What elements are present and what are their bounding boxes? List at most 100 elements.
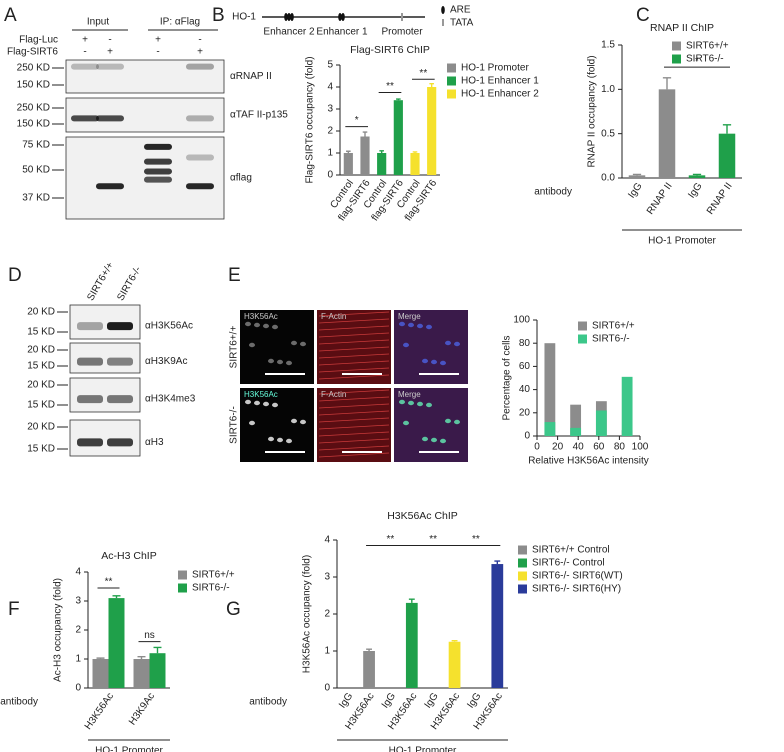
marker-label: 50 KD xyxy=(22,165,50,176)
legend-label: SIRT6-/- SIRT6(HY) xyxy=(532,584,621,595)
legend-label: SIRT6-/- xyxy=(592,334,630,345)
marker-label: 75 KD xyxy=(22,140,50,151)
nucleus xyxy=(268,436,274,442)
y-tick-label: 1.5 xyxy=(601,40,615,51)
error-bar xyxy=(362,131,368,137)
marker-label: 15 KD xyxy=(27,327,55,338)
nucleus xyxy=(291,418,297,424)
y-tick-label: 2 xyxy=(75,625,81,636)
blot-band xyxy=(107,322,133,331)
y-axis-label: H3K56Ac occupancy (fold) xyxy=(302,555,313,673)
nucleus xyxy=(268,358,274,364)
significance: ** xyxy=(105,577,113,588)
blot-band xyxy=(144,168,172,175)
y-tick-label: 0 xyxy=(324,683,330,694)
tata-site xyxy=(401,13,403,21)
bar xyxy=(570,427,582,436)
chart-title: RNAP II ChIP xyxy=(650,22,714,34)
legend-label: HO-1 Enhancer 1 xyxy=(461,76,539,87)
error-bar xyxy=(96,657,105,659)
error-bar xyxy=(412,151,418,153)
blot-band xyxy=(186,183,214,190)
nucleus xyxy=(431,437,437,443)
panel-label: E xyxy=(228,265,241,286)
nucleus xyxy=(445,340,451,346)
marker-label: 250 KD xyxy=(17,63,50,74)
legend-swatch xyxy=(578,334,587,344)
fiber xyxy=(318,424,390,430)
are-site xyxy=(290,13,294,21)
marker-label: 250 KD xyxy=(17,103,50,114)
antibody-label: αH3K4me3 xyxy=(145,394,196,405)
nucleus xyxy=(454,419,460,425)
bar xyxy=(544,422,556,436)
y-tick-label: 4 xyxy=(75,567,81,578)
lane-mark: + xyxy=(155,35,161,46)
significance: ** xyxy=(429,534,437,545)
x-tick-label: IgG xyxy=(423,691,441,711)
error-bar xyxy=(366,648,373,651)
blot-band xyxy=(186,115,214,122)
blot-header: Input xyxy=(87,17,109,28)
fiber xyxy=(318,403,390,409)
fiber xyxy=(318,438,390,444)
antibody-label: αRNAP II xyxy=(230,71,272,82)
bar xyxy=(377,153,387,175)
y-tick-label: 0.5 xyxy=(601,128,615,139)
blot-band xyxy=(77,395,103,404)
fiber xyxy=(318,346,390,352)
nucleus xyxy=(300,419,306,425)
x-tick-label: 100 xyxy=(632,442,649,453)
are-site xyxy=(287,13,291,21)
panel-label: B xyxy=(212,5,225,26)
nucleus xyxy=(254,400,260,406)
bar xyxy=(343,153,353,175)
fiber xyxy=(318,417,390,423)
bar xyxy=(658,89,676,178)
blot-band xyxy=(186,63,214,70)
nucleus xyxy=(408,322,414,328)
channel-label: Merge xyxy=(398,390,421,399)
panel-label: F xyxy=(8,599,20,620)
nucleus xyxy=(426,402,432,408)
nucleus xyxy=(417,323,423,329)
marker-label: 15 KD xyxy=(27,400,55,411)
y-axis-label: RNAP II occupancy (fold) xyxy=(587,55,598,167)
x-tick-label: 20 xyxy=(552,442,564,453)
legend-label: HO-1 Enhancer 2 xyxy=(461,89,539,100)
region-label: Promoter xyxy=(381,27,423,38)
antibody-label: αH3K56Ac xyxy=(145,321,193,332)
marker-label: 20 KD xyxy=(27,345,55,356)
marker-label: 20 KD xyxy=(27,380,55,391)
y-axis-label: Flag-SIRT6 occupancy (fold) xyxy=(305,56,316,183)
group-label: HO-1 Promoter xyxy=(389,746,457,752)
region-label: Enhancer 2 xyxy=(263,27,315,38)
region-label: Enhancer 1 xyxy=(316,27,368,38)
nucleus xyxy=(277,437,283,443)
lane-mark: + xyxy=(107,47,113,58)
legend-swatch xyxy=(518,584,527,594)
error-bar xyxy=(722,124,732,134)
error-bar xyxy=(153,646,162,654)
y-tick-label: 1 xyxy=(327,148,333,159)
fiber xyxy=(318,410,390,416)
y-tick-label: 3 xyxy=(327,104,333,115)
nucleus xyxy=(445,418,451,424)
y-tick-label: 0 xyxy=(327,170,333,181)
group-label: HO-1 Promoter xyxy=(95,746,163,752)
y-axis-label: Percentage of cells xyxy=(502,335,513,420)
nucleus xyxy=(249,342,255,348)
axis-caption: antibody xyxy=(249,697,287,708)
blot-band xyxy=(144,176,172,183)
blot-strip xyxy=(69,419,141,457)
error-bar xyxy=(632,173,642,176)
blot-strip xyxy=(65,97,225,133)
fiber xyxy=(318,311,390,317)
legend-swatch xyxy=(178,570,187,580)
significance: ** xyxy=(472,534,480,545)
bar xyxy=(491,564,504,688)
antibody-label: αTAF II-p135 xyxy=(230,110,288,121)
x-tick-label: 60 xyxy=(593,442,605,453)
y-tick-label: 40 xyxy=(519,384,531,395)
